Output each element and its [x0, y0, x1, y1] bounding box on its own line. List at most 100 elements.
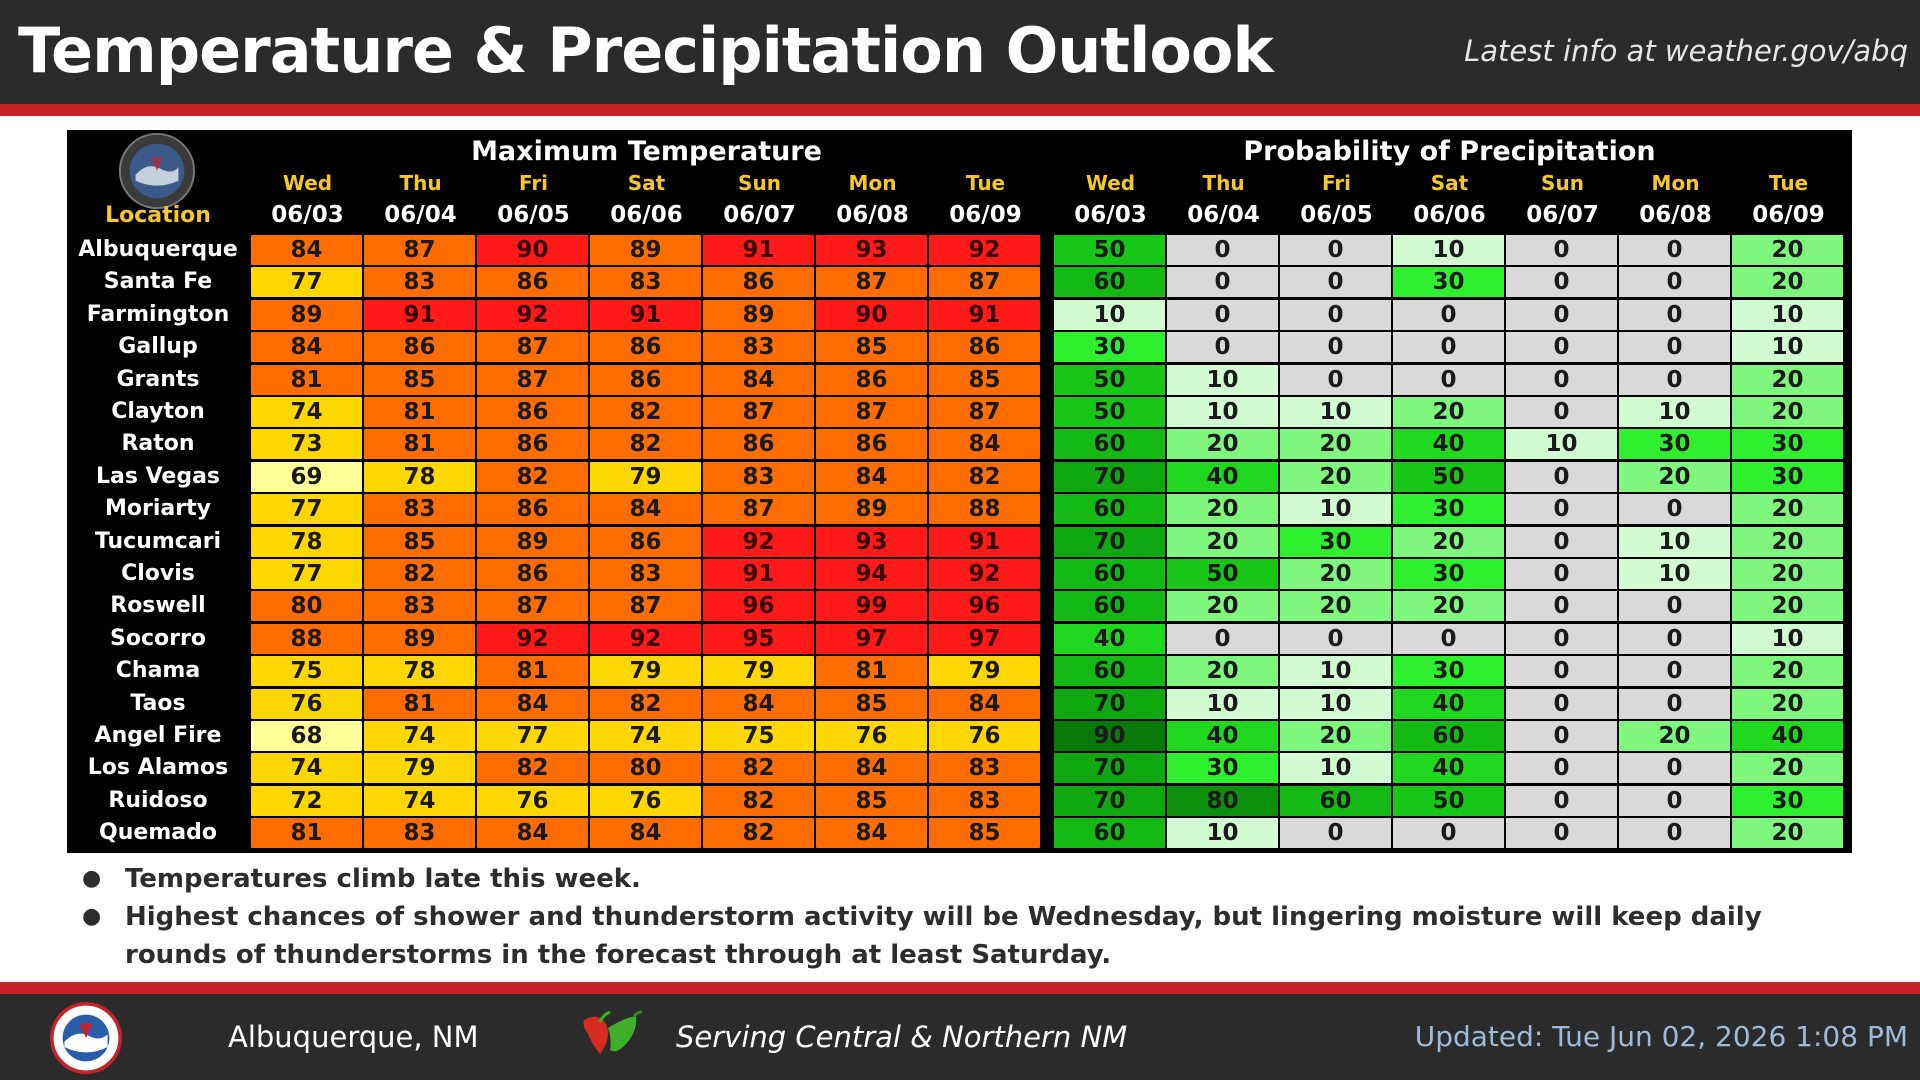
temp-cell: 97 — [929, 623, 1040, 654]
temp-cell: 87 — [703, 494, 814, 525]
pop-cell: 60 — [1054, 494, 1165, 525]
pop-cell: 0 — [1506, 559, 1617, 589]
pop-cell: 0 — [1280, 299, 1391, 330]
temp-cell: 86 — [477, 559, 588, 589]
temp-cell: 84 — [477, 688, 588, 719]
temp-cell: 80 — [251, 591, 362, 622]
temp-day-header: Fri — [518, 171, 549, 195]
pop-cell: 20 — [1393, 526, 1504, 557]
temp-cell: 84 — [929, 429, 1040, 460]
pop-cell: 0 — [1393, 299, 1504, 330]
location-name: Roswell — [110, 593, 206, 619]
pop-cell: 0 — [1619, 267, 1730, 298]
pop-cell: 0 — [1280, 623, 1391, 654]
temp-cell: 97 — [816, 623, 927, 654]
pop-cell: 0 — [1619, 235, 1730, 265]
temp-cell: 85 — [816, 688, 927, 719]
pop-cell: 0 — [1619, 785, 1730, 816]
pop-cell: 0 — [1280, 364, 1391, 395]
pop-cell: 20 — [1732, 818, 1843, 849]
pop-cell: 20 — [1167, 591, 1278, 622]
temp-cell: 87 — [816, 397, 927, 427]
temp-cell: 84 — [477, 818, 588, 849]
pop-cell: 60 — [1054, 429, 1165, 460]
temp-cell: 86 — [929, 332, 1040, 363]
pop-cell: 0 — [1506, 656, 1617, 687]
pop-cell: 90 — [1054, 721, 1165, 751]
temp-cell: 83 — [703, 332, 814, 363]
temp-cell: 93 — [816, 235, 927, 265]
temp-cell: 88 — [929, 494, 1040, 525]
temp-cell: 84 — [929, 688, 1040, 719]
temp-cell: 82 — [477, 753, 588, 784]
temp-cell: 89 — [477, 526, 588, 557]
temp-cell: 87 — [929, 267, 1040, 298]
footer-serving-text: Serving Central & Northern NM — [676, 1020, 1128, 1054]
bullet-item: ● Temperatures climb late this week. — [80, 860, 1860, 898]
temp-cell: 81 — [364, 429, 475, 460]
temp-cell: 83 — [364, 591, 475, 622]
pop-cell: 10 — [1167, 397, 1278, 427]
pop-cell: 70 — [1054, 753, 1165, 784]
pop-cell: 0 — [1167, 332, 1278, 363]
pop-cell: 0 — [1393, 364, 1504, 395]
temp-cell: 82 — [703, 753, 814, 784]
temp-cell: 82 — [590, 429, 701, 460]
pop-date-header: 06/08 — [1639, 202, 1712, 228]
location-name: Chama — [115, 658, 201, 684]
temp-cell: 86 — [364, 332, 475, 363]
location-name: Albuquerque — [78, 237, 238, 262]
temp-cell: 83 — [364, 267, 475, 298]
pop-cell: 20 — [1280, 429, 1391, 460]
pop-cell: 50 — [1054, 364, 1165, 395]
temp-cell: 86 — [477, 429, 588, 460]
temp-cell: 82 — [590, 688, 701, 719]
pop-cell: 30 — [1393, 559, 1504, 589]
temp-day-header: Sun — [738, 171, 781, 195]
temp-cell: 85 — [816, 332, 927, 363]
temp-cell: 79 — [590, 461, 701, 492]
pop-cell: 40 — [1393, 429, 1504, 460]
pop-cell: 60 — [1054, 267, 1165, 298]
pop-cell: 40 — [1167, 461, 1278, 492]
pop-cell: 0 — [1506, 785, 1617, 816]
temp-cell: 86 — [590, 332, 701, 363]
pop-cell: 0 — [1506, 721, 1617, 751]
pop-cell: 30 — [1393, 494, 1504, 525]
bullet-dot-icon: ● — [82, 904, 102, 929]
pop-cell: 10 — [1393, 235, 1504, 265]
pop-cell: 0 — [1280, 818, 1391, 849]
temp-cell: 91 — [364, 299, 475, 330]
temp-cell: 79 — [703, 656, 814, 687]
pop-cell: 0 — [1619, 364, 1730, 395]
temp-cell: 93 — [816, 526, 927, 557]
pop-cell: 20 — [1732, 591, 1843, 622]
temp-cell: 89 — [703, 299, 814, 330]
pop-cell: 0 — [1506, 818, 1617, 849]
pop-cell: 70 — [1054, 461, 1165, 492]
pop-cell: 0 — [1619, 494, 1730, 525]
temp-cell: 92 — [703, 526, 814, 557]
temp-cell: 77 — [251, 267, 362, 298]
temp-day-header: Thu — [399, 171, 442, 195]
pop-cell: 20 — [1619, 721, 1730, 751]
pop-cell: 20 — [1393, 591, 1504, 622]
pop-cell: 0 — [1393, 332, 1504, 363]
temp-cell: 81 — [364, 688, 475, 719]
pop-cell: 0 — [1280, 235, 1391, 265]
location-name: Santa Fe — [103, 269, 213, 295]
temp-cell: 87 — [477, 332, 588, 363]
temp-cell: 78 — [251, 526, 362, 557]
temp-cell: 76 — [251, 688, 362, 719]
pop-cell: 30 — [1280, 526, 1391, 557]
pop-cell: 60 — [1393, 721, 1504, 751]
temp-cell: 84 — [816, 461, 927, 492]
pop-cell: 30 — [1732, 785, 1843, 816]
temp-cell: 91 — [929, 299, 1040, 330]
pop-cell: 10 — [1280, 494, 1391, 525]
pop-cell: 40 — [1732, 721, 1843, 751]
pop-date-header: 06/03 — [1074, 202, 1147, 228]
temp-cell: 84 — [590, 818, 701, 849]
pop-cell: 0 — [1506, 623, 1617, 654]
temp-cell: 87 — [477, 364, 588, 395]
